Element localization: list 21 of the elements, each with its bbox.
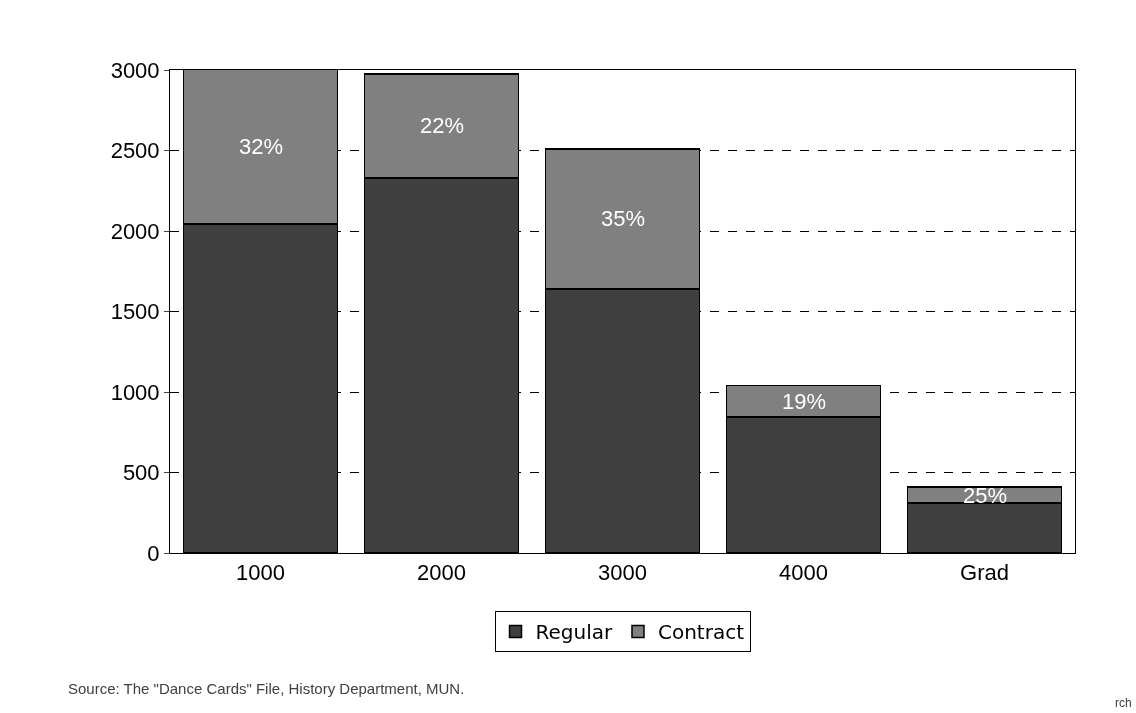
y-tick-label: 500 bbox=[122, 460, 160, 486]
x-tick-label: 3000 bbox=[598, 560, 647, 586]
annotation: 22% bbox=[420, 113, 465, 138]
source-note: Source: The "Dance Cards" File, History Department, MUN. bbox=[68, 680, 465, 697]
y-tick-label: 2000 bbox=[110, 218, 160, 244]
legend-label: Regular bbox=[535, 620, 613, 645]
text: rch bbox=[1115, 696, 1132, 710]
x-tick-label: Grad bbox=[960, 560, 1009, 586]
x-tick-label: 2000 bbox=[417, 560, 466, 586]
annotation: 19% bbox=[782, 389, 827, 414]
x-tick-label: 1000 bbox=[236, 560, 285, 586]
legend-label: Contract bbox=[657, 620, 745, 645]
y-tick-label: 1000 bbox=[110, 379, 160, 405]
y-tick-label: 0 bbox=[147, 540, 160, 566]
x-tick-label: 4000 bbox=[779, 560, 828, 586]
y-tick-label: 3000 bbox=[110, 57, 160, 83]
annotation: 35% bbox=[601, 206, 646, 231]
annotation: 25% bbox=[963, 483, 1008, 508]
y-tick-label: 1500 bbox=[110, 299, 160, 325]
annotation: 32% bbox=[239, 134, 284, 159]
y-tick-label: 2500 bbox=[110, 138, 160, 164]
